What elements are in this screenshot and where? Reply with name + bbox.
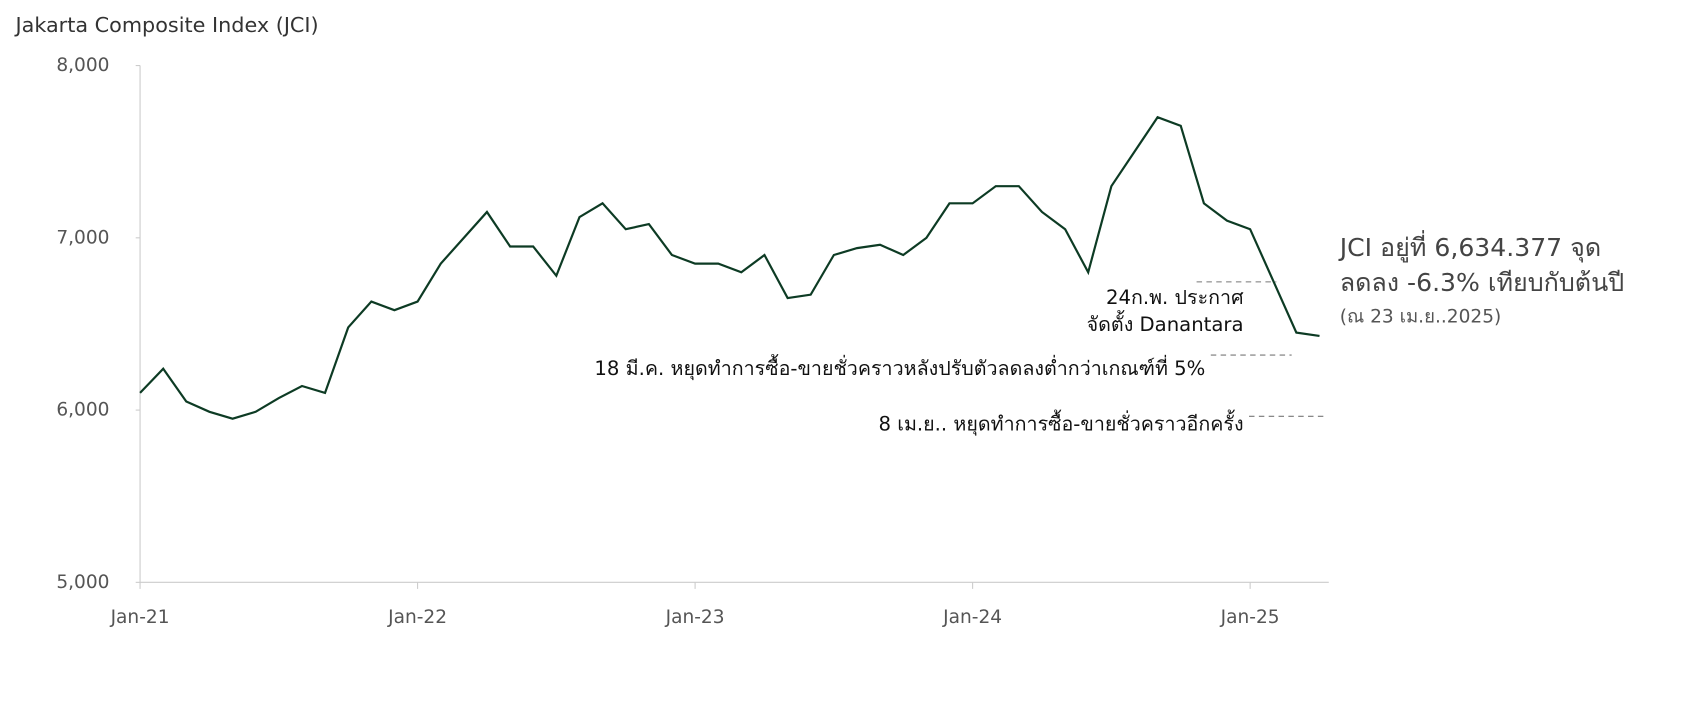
leader-lines [1196,281,1325,417]
line-series [139,115,1320,420]
x-tick-label: Jan-24 [942,607,1002,628]
annotation: 18 มี.ค. หยุดทำการซื้อ-ขายชั่วคราวหลังปร… [594,354,1205,381]
y-tick-label: 5,000 [56,572,109,593]
x-tick-label: Jan-23 [665,607,725,628]
summary-note: (ณ 23 เม.ย..2025) [1340,306,1502,327]
y-tick-label: 8,000 [56,55,109,76]
chart-title: Jakarta Composite Index (JCI) [14,13,319,37]
annotation: จัดตั้ง Danantara [1087,310,1244,336]
summary-line: JCI อยู่ที่ 6,634.377 จุด [1338,230,1601,263]
summary-line: ลดลง -6.3% เทียบกับต้นปี [1340,268,1625,297]
x-tick-label: Jan-25 [1220,607,1280,628]
x-tick-label: Jan-22 [387,607,447,628]
y-tick-label: 6,000 [56,400,109,421]
annotation: 8 เม.ย.. หยุดทำการซื้อ-ขายชั่วคราวอีกครั… [878,410,1243,437]
x-tick-label: Jan-21 [110,607,170,628]
annotation: 24ก.พ. ประกาศ [1106,286,1244,309]
y-tick-label: 7,000 [56,227,109,248]
